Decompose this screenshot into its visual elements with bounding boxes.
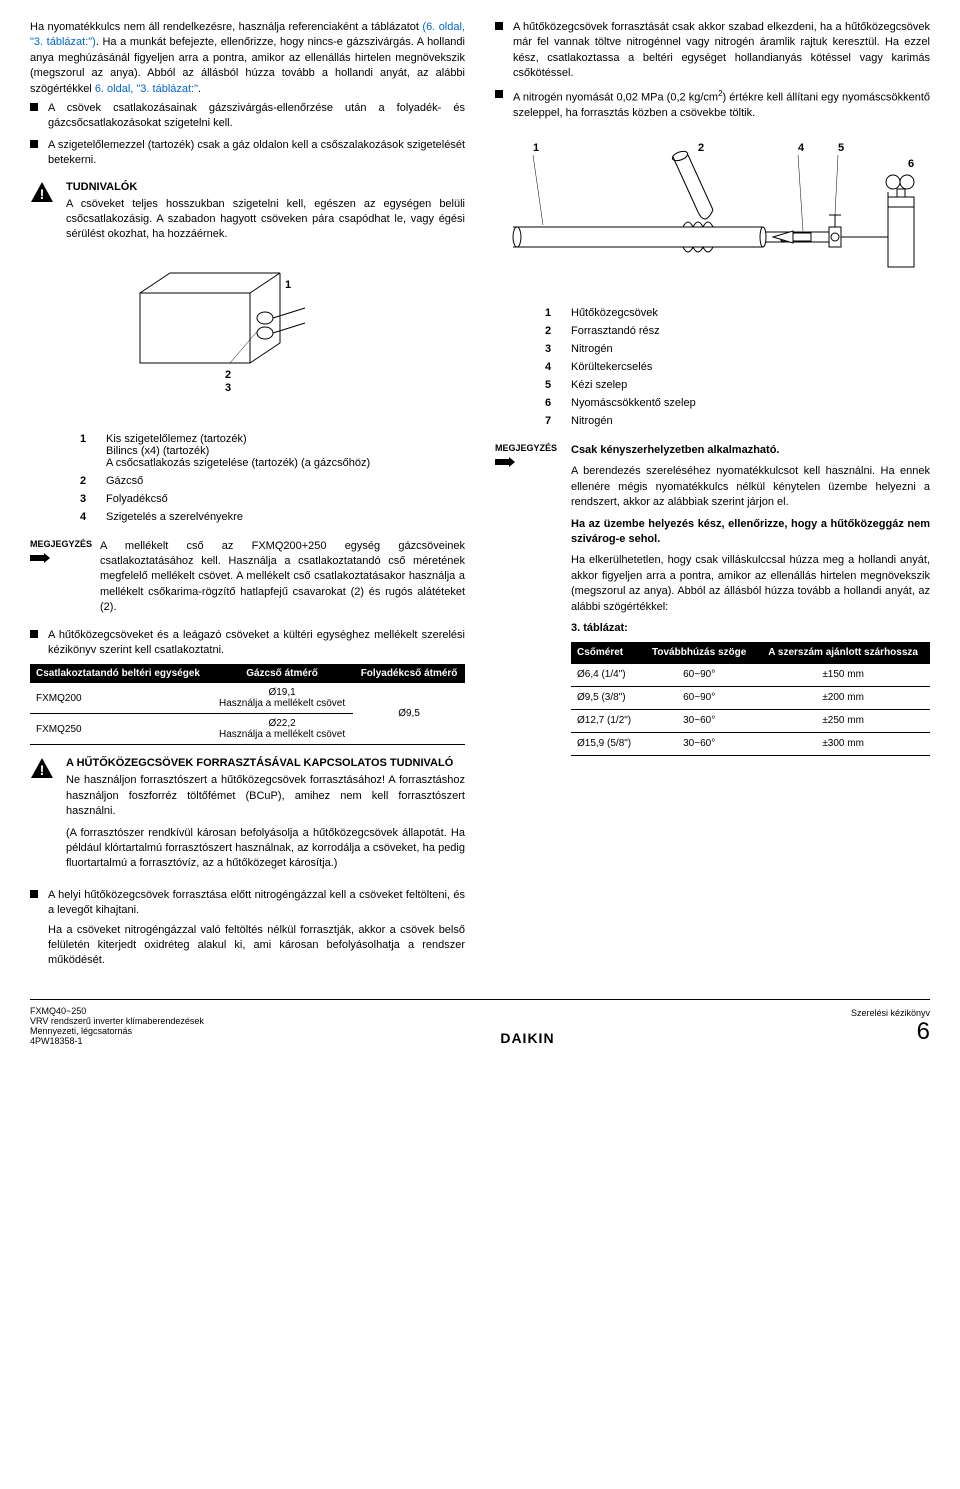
note-para: A berendezés szereléséhez nyomatékkulcso… xyxy=(571,464,930,510)
legend-row: 4Szigetelés a szerelvényekre xyxy=(80,509,370,525)
svg-text:2: 2 xyxy=(225,369,231,381)
bullet-4: A helyi hűtőközegcsövek forrasztása előt… xyxy=(30,888,465,973)
legend-row: 5Kézi szelep xyxy=(545,377,696,393)
warning-body: (A forrasztószer rendkívül károsan befol… xyxy=(66,826,465,872)
table-header: A szerszám ajánlott szárhossza xyxy=(756,642,930,664)
warning-content: A HŰTŐKÖZEGCSÖVEK FORRASZTÁSÁVAL KAPCSOL… xyxy=(66,757,465,875)
table-caption: 3. táblázat: xyxy=(571,621,930,636)
bullet-r1: A hűtőközegcsövek forrasztását csak akko… xyxy=(495,20,930,82)
bullet-marker xyxy=(30,103,38,111)
note-para: Ha az üzembe helyezés kész, ellenőrizze,… xyxy=(571,517,930,548)
hand-icon xyxy=(495,455,515,469)
table-header: Csatlakoztatandó beltéri egységek xyxy=(30,664,211,683)
bullet-text: A helyi hűtőközegcsövek forrasztása előt… xyxy=(48,888,465,973)
legend-row: 1Hűtőközegcsövek xyxy=(545,305,696,321)
svg-text:5: 5 xyxy=(838,142,844,154)
legend-row: 3Nitrogén xyxy=(545,341,696,357)
warning-box-1: ! TUDNIVALÓK A csöveket teljes hosszukba… xyxy=(30,181,465,247)
footer-manual: Szerelési kézikönyv xyxy=(851,1008,930,1018)
legend-row: 7Nitrogén xyxy=(545,413,696,429)
hand-icon xyxy=(30,551,50,565)
brazing-diagram: 1 2 4 5 6 3 7 xyxy=(503,137,923,287)
footer-line3: Mennyezeti, légcsatornás xyxy=(30,1026,204,1036)
bullet-1: A csövek csatlakozásainak gázszivárgás-e… xyxy=(30,101,465,132)
footer-line2: VRV rendszerű inverter klímaberendezések xyxy=(30,1016,204,1026)
bullet-3: A hűtőközegcsöveket és a leágazó csöveke… xyxy=(30,628,465,659)
footer-model: FXMQ40~250 xyxy=(30,1006,204,1016)
warning-body: Ne használjon forrasztószert a hűtőközeg… xyxy=(66,773,465,819)
warning-content: TUDNIVALÓK A csöveket teljes hosszukban … xyxy=(66,181,465,247)
bullet-marker xyxy=(30,140,38,148)
svg-text:1: 1 xyxy=(285,279,291,291)
bullet-text: A csövek csatlakozásainak gázszivárgás-e… xyxy=(48,101,465,132)
warning-icon: ! xyxy=(30,757,54,779)
svg-text:!: ! xyxy=(40,762,45,778)
bullet-text: A szigetelőlemezzel (tartozék) csak a gá… xyxy=(48,138,465,169)
note-content: Csak kényszerhelyzetben alkalmazható. A … xyxy=(571,443,930,762)
daikin-logo: DAIKIN xyxy=(500,1030,554,1046)
warning-title: TUDNIVALÓK xyxy=(66,181,465,193)
bullet-marker xyxy=(495,90,503,98)
page-columns: Ha nyomatékkulcs nem áll rendelkezésre, … xyxy=(30,20,930,979)
note-para: Ha elkerülhetetlen, hogy csak villáskulc… xyxy=(571,553,930,615)
table-header: Folyadékcső átmérő xyxy=(353,664,465,683)
warning-icon: ! xyxy=(30,181,54,203)
note-label: MEGJEGYZÉS xyxy=(495,443,555,453)
svg-text:!: ! xyxy=(40,186,45,202)
page-footer: FXMQ40~250 VRV rendszerű inverter klímab… xyxy=(30,999,930,1046)
legend-table-2: 1Hűtőközegcsövek 2Forrasztandó rész 3Nit… xyxy=(543,303,698,431)
svg-text:6: 6 xyxy=(908,158,914,170)
table-row: Ø15,9 (5/8")30~60°±300 mm xyxy=(571,733,930,756)
legend-row: 3Folyadékcső xyxy=(80,491,370,507)
bullet-marker xyxy=(30,890,38,898)
footer-doc: 4PW18358-1 xyxy=(30,1036,204,1046)
table-row: Ø12,7 (1/2")30~60°±250 mm xyxy=(571,710,930,733)
page-number: 6 xyxy=(851,1018,930,1046)
svg-text:4: 4 xyxy=(798,142,805,154)
table-header: Gázcső átmérő xyxy=(211,664,353,683)
svg-text:3: 3 xyxy=(225,382,231,394)
bullet-marker xyxy=(30,630,38,638)
pipe-diameter-table: Csatlakoztatandó beltéri egységek Gázcső… xyxy=(30,664,465,745)
legend-row: 1Kis szigetelőlemez (tartozék)Bilincs (x… xyxy=(80,431,370,471)
table-header: Továbbhúzás szöge xyxy=(642,642,756,664)
note-2: MEGJEGYZÉS Csak kényszerhelyzetben alkal… xyxy=(495,443,930,762)
legend-row: 2Gázcső xyxy=(80,473,370,489)
table-row: Ø9,5 (3/8")60~90°±200 mm xyxy=(571,687,930,710)
note-label: MEGJEGYZÉS xyxy=(30,539,90,549)
legend-row: 4Körültekercselés xyxy=(545,359,696,375)
bullet-marker xyxy=(495,22,503,30)
table-header: Csőméret xyxy=(571,642,642,664)
footer-right: Szerelési kézikönyv 6 xyxy=(851,1008,930,1046)
bullet-text: A hűtőközegcsöveket és a leágazó csöveke… xyxy=(48,628,465,659)
warning-body: A csöveket teljes hosszukban szigetelni … xyxy=(66,197,465,243)
svg-text:2: 2 xyxy=(698,142,704,154)
intro-paragraph: Ha nyomatékkulcs nem áll rendelkezésre, … xyxy=(30,20,465,97)
legend-row: 2Forrasztandó rész xyxy=(545,323,696,339)
bullet-2: A szigetelőlemezzel (tartozék) csak a gá… xyxy=(30,138,465,169)
footer-left: FXMQ40~250 VRV rendszerű inverter klímab… xyxy=(30,1006,204,1046)
right-column: A hűtőközegcsövek forrasztását csak akko… xyxy=(495,20,930,979)
svg-text:1: 1 xyxy=(533,142,539,154)
warning-title: A HŰTŐKÖZEGCSÖVEK FORRASZTÁSÁVAL KAPCSOL… xyxy=(66,757,465,769)
bullet-r2: A nitrogén nyomását 0,02 MPa (0,2 kg/cm2… xyxy=(495,88,930,121)
note-1: MEGJEGYZÉS A mellékelt cső az FXMQ200+25… xyxy=(30,539,465,616)
angle-table: Csőméret Továbbhúzás szöge A szerszám aj… xyxy=(571,642,930,756)
note-content: A mellékelt cső az FXMQ200+250 egység gá… xyxy=(100,539,465,616)
legend-table-1: 1Kis szigetelőlemez (tartozék)Bilincs (x… xyxy=(78,429,372,527)
note-bold: Csak kényszerhelyzetben alkalmazható. xyxy=(571,443,930,458)
bullet-text: A nitrogén nyomását 0,02 MPa (0,2 kg/cm2… xyxy=(513,88,930,121)
insulation-diagram: 1 2 3 xyxy=(130,263,330,413)
legend-row: 6Nyomáscsökkentő szelep xyxy=(545,395,696,411)
table-row: FXMQ200 Ø19,1Használja a mellékelt csöve… xyxy=(30,683,465,714)
table-row: Ø6,4 (1/4")60~90°±150 mm xyxy=(571,664,930,687)
left-column: Ha nyomatékkulcs nem áll rendelkezésre, … xyxy=(30,20,465,979)
bullet-text: A hűtőközegcsövek forrasztását csak akko… xyxy=(513,20,930,82)
warning-box-2: ! A HŰTŐKÖZEGCSÖVEK FORRASZTÁSÁVAL KAPCS… xyxy=(30,757,465,875)
